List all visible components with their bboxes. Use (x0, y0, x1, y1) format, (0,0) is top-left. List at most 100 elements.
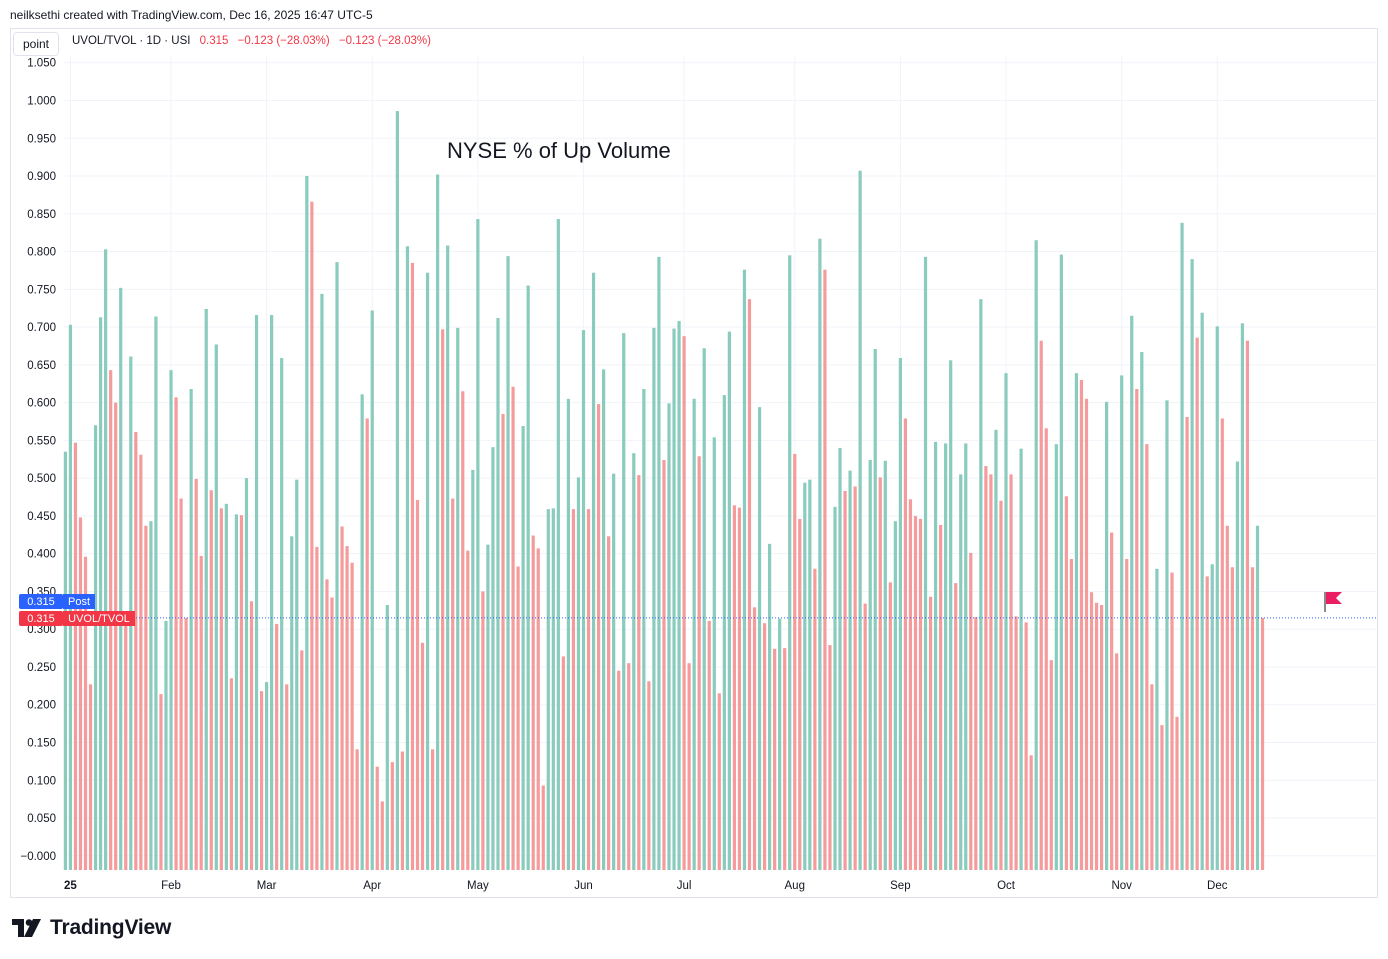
bar (1059, 254, 1063, 871)
x-tick-label: Oct (997, 880, 1016, 892)
bar (697, 456, 701, 870)
bar (73, 442, 78, 870)
bar (270, 315, 274, 870)
bar (959, 474, 963, 870)
bar (913, 515, 918, 870)
bar (551, 508, 555, 870)
bar (154, 316, 158, 870)
svg-text:UVOL/TVOL: UVOL/TVOL (68, 613, 130, 625)
bar (1069, 558, 1073, 870)
bar (1009, 474, 1013, 870)
bar (939, 524, 943, 870)
point-button[interactable]: point (13, 32, 59, 56)
y-tick-label: 0.400 (27, 549, 56, 561)
bar (1049, 660, 1053, 870)
bar (1190, 259, 1194, 870)
series-legend[interactable]: UVOL/TVOL · 1D · USI 0.315 −0.123 (−28.0… (72, 35, 431, 47)
bar (863, 603, 867, 870)
bar (300, 650, 304, 870)
bar (682, 336, 686, 871)
bar (295, 479, 299, 870)
bar (526, 285, 530, 871)
bar (677, 321, 681, 870)
x-tick-label: Feb (161, 880, 181, 892)
y-tick-label: 0.800 (27, 247, 56, 259)
bar (436, 174, 440, 870)
y-tick-label: 0.250 (27, 662, 56, 674)
bar (1150, 684, 1154, 870)
x-tick-label: 25 (64, 880, 77, 892)
bar (375, 766, 379, 870)
chart-annotation[interactable]: NYSE % of Up Volume (447, 138, 671, 163)
bar (1180, 222, 1184, 871)
bar (88, 684, 93, 870)
bar (315, 546, 319, 870)
bar (732, 505, 736, 870)
bar (234, 514, 239, 870)
bar (576, 477, 581, 870)
bar (687, 663, 691, 870)
bar (762, 623, 767, 870)
bar (903, 418, 908, 870)
bar (214, 344, 218, 870)
tradingview-logo[interactable]: TradingView (12, 916, 171, 940)
bar (1215, 326, 1219, 870)
bar (672, 328, 676, 870)
bar (617, 670, 621, 870)
bar (883, 460, 887, 870)
y-tick-label: 0.500 (27, 473, 56, 485)
bar (239, 515, 244, 870)
y-tick-label: 0.650 (27, 360, 56, 372)
bar (652, 327, 656, 870)
bar (1089, 592, 1094, 870)
bar (737, 507, 742, 870)
bar (1185, 416, 1189, 870)
flag-icon[interactable] (1324, 592, 1342, 612)
bar (184, 617, 188, 870)
bar (1084, 398, 1089, 870)
bar (340, 526, 344, 870)
bar (571, 509, 576, 870)
x-tick-label: May (467, 880, 489, 892)
y-tick-label: 0.050 (27, 813, 56, 825)
bar (395, 111, 399, 870)
bar (471, 469, 475, 870)
y-tick-label: 0.550 (27, 435, 56, 447)
tradingview-logo-icon (12, 919, 41, 937)
bar (219, 508, 223, 870)
bar (1079, 379, 1084, 870)
svg-text:0.315: 0.315 (27, 596, 55, 608)
y-tick-label: 0.700 (27, 322, 56, 334)
bar (898, 358, 902, 870)
bar (476, 219, 480, 871)
bar (843, 490, 847, 870)
bar (607, 536, 611, 870)
x-axis: 25 Feb Mar Apr May Jun Jul Aug Sep Oct Nov Dec (64, 880, 1228, 892)
bar (667, 403, 671, 870)
x-tick-label: Mar (257, 880, 277, 892)
attribution-text: neilksethi created with TradingView.com,… (10, 8, 373, 22)
bar (813, 568, 817, 870)
y-tick-label: 0.450 (27, 511, 56, 523)
bar (596, 404, 601, 870)
y-axis: 1.050 1.000 0.950 0.900 0.850 0.800 0.750 0.700… (21, 58, 57, 863)
bar (823, 269, 827, 870)
bar (768, 543, 772, 870)
bar (456, 327, 460, 870)
bar (410, 262, 415, 870)
bar (1165, 400, 1169, 870)
bar (1225, 525, 1229, 870)
bar (446, 245, 450, 871)
bar (858, 170, 862, 870)
bar (933, 441, 938, 870)
bar (114, 402, 118, 870)
bar (1094, 602, 1099, 870)
bar (969, 552, 973, 870)
bar (1245, 340, 1250, 870)
bar (878, 477, 882, 870)
bar (516, 566, 520, 870)
bar (310, 201, 314, 870)
x-tick-label: Jul (677, 880, 692, 892)
bar (662, 460, 666, 870)
